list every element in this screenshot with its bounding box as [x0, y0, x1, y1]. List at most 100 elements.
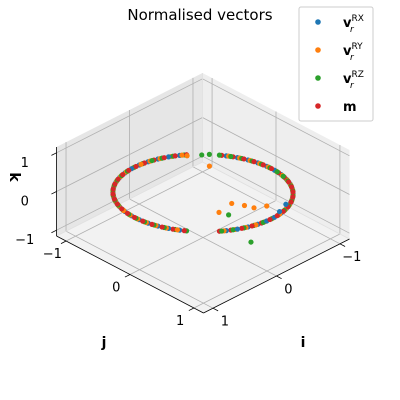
data-point-m	[288, 184, 295, 190]
axes-grid	[56, 77, 350, 309]
x-tick-mark	[188, 307, 195, 311]
pane-edge	[202, 161, 350, 240]
x-tick-mark	[124, 274, 131, 278]
legend-marker-m	[315, 103, 321, 109]
z-tick-label: −1	[15, 233, 34, 248]
data-point-m	[115, 176, 121, 182]
gridline-z-right-wall	[202, 155, 350, 234]
y-tick-label: 0	[284, 282, 292, 297]
data-point-m	[241, 156, 247, 162]
legend-label-RX: vRX r	[343, 14, 364, 35]
data-point-RY	[264, 203, 270, 209]
data-point-RZ	[206, 151, 212, 157]
data-point-m	[110, 186, 116, 192]
data-point-m	[239, 225, 245, 231]
data-point-RY	[216, 209, 222, 215]
z-tick-label: 1	[21, 156, 29, 171]
data-point-m	[172, 153, 178, 159]
z-tick-label: 0	[21, 195, 29, 210]
data-point-RZ	[219, 228, 225, 234]
data-point-m	[120, 172, 126, 178]
data-point-m	[161, 155, 167, 161]
gridline-z-left-wall	[56, 117, 203, 192]
data-point-m	[114, 201, 120, 207]
axes-ticks: −1 0 1 −1 0 1 −1 0 1	[15, 152, 361, 330]
data-point-RX	[283, 201, 289, 207]
data-point-RY	[251, 205, 257, 211]
data-point-RZ	[280, 173, 286, 179]
legend-marker-RZ	[315, 75, 321, 81]
data-point-RZ	[274, 169, 280, 175]
data-point-RY	[206, 163, 213, 169]
data-point-RY	[138, 161, 144, 167]
data-point-m	[133, 163, 139, 170]
gridline-z-left-wall	[56, 78, 203, 154]
data-point-m	[249, 223, 255, 229]
gridline-z-right-wall	[202, 78, 350, 157]
chart-title: Normalised vectors	[127, 6, 272, 24]
data-point-m	[159, 224, 165, 230]
z-axis-label: k	[6, 172, 22, 182]
data-point-m	[290, 194, 296, 200]
data-point-m	[286, 179, 292, 185]
gridline-z-right-wall	[202, 117, 350, 195]
x-tick-label: 1	[176, 314, 184, 329]
legend-frame	[298, 6, 374, 122]
data-point-m	[140, 218, 146, 224]
data-point-m	[131, 214, 138, 221]
data-point-RZ	[228, 153, 234, 160]
data-point-RZ	[230, 227, 236, 233]
data-point-RY	[184, 153, 190, 159]
data-point-m	[124, 210, 131, 216]
data-point-m	[149, 221, 155, 227]
x-tick-label: −1	[43, 247, 62, 262]
y-tick-mark	[339, 243, 346, 247]
y-tick-mark	[276, 275, 282, 280]
gridline-y-floor	[129, 198, 277, 277]
scatter-points	[110, 151, 296, 245]
data-point-RY	[229, 200, 235, 207]
data-point-RX	[234, 226, 241, 232]
data-point-RX	[165, 154, 172, 160]
x-tick-label: 0	[112, 281, 120, 296]
data-point-m	[126, 167, 132, 173]
y-tick-mark	[212, 307, 219, 312]
data-point-RY	[174, 227, 181, 233]
legend-marker-RX	[315, 19, 321, 25]
data-point-m	[260, 162, 266, 168]
data-point-m	[251, 159, 257, 165]
data-point-RZ	[248, 239, 254, 245]
y-tick-label: −1	[342, 250, 361, 265]
data-point-RY	[179, 152, 185, 158]
legend-label-RZ: vRZ r	[343, 70, 364, 91]
pane-edge	[56, 161, 203, 237]
data-point-m	[112, 181, 118, 187]
legend-label-m: m	[343, 100, 357, 115]
data-point-m	[181, 228, 187, 234]
data-point-m	[111, 196, 118, 202]
x-tick-mark	[60, 240, 67, 244]
legend-label-RY: vRY r	[343, 42, 363, 63]
data-point-RX	[276, 208, 283, 215]
data-point-RY	[241, 202, 248, 209]
gridline-y-floor	[65, 230, 214, 309]
gridline-z-left-wall	[56, 155, 203, 231]
legend-marker-RY	[315, 47, 321, 53]
data-point-m	[119, 206, 125, 212]
data-point-m	[170, 226, 176, 232]
data-point-m	[268, 165, 275, 172]
data-point-RZ	[149, 157, 155, 164]
data-point-RZ	[199, 152, 205, 158]
y-tick-label: 1	[221, 315, 229, 330]
data-point-m	[274, 213, 280, 219]
data-point-m	[290, 189, 296, 195]
legend: vRX r vRY r vRZ r m	[298, 6, 374, 122]
data-point-m	[110, 191, 116, 197]
z-tick-mark	[51, 191, 57, 195]
data-point-RZ	[216, 152, 223, 158]
x-axis-label: i	[301, 335, 306, 351]
data-point-m	[267, 216, 273, 223]
y-axis-label: j	[101, 335, 107, 351]
data-point-RZ	[226, 212, 232, 218]
